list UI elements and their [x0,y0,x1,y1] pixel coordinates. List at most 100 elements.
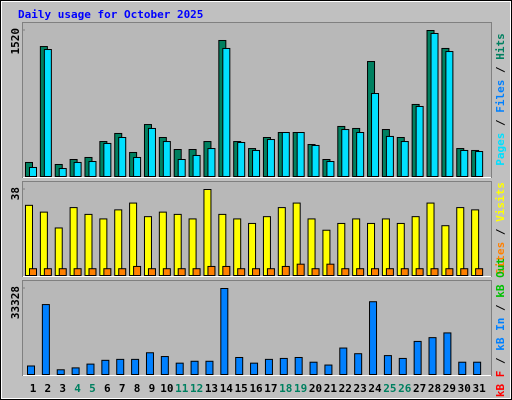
bar [29,268,37,277]
bar [205,360,214,376]
bar [192,268,201,277]
bar [114,209,123,276]
bar [471,209,480,276]
bar [207,148,216,178]
bar [43,49,52,178]
x-tick-label: 29 [443,382,456,395]
bar [103,142,112,178]
legend-entry: Sites [494,242,507,275]
x-tick-label: 13 [205,382,218,395]
bar [356,268,365,277]
x-tick-label: 15 [235,382,248,395]
bar [252,268,261,277]
legend: Sites / Visits [494,182,507,275]
bar [133,156,142,178]
bar [160,356,169,376]
x-tick-label: 4 [74,382,81,395]
bar [326,161,335,178]
legend-separator: / [494,351,507,371]
x-tick-label: 2 [45,382,52,395]
x-tick-label: 30 [458,382,471,395]
bar [162,141,171,177]
bar [41,304,50,375]
bar [458,361,467,376]
bar [88,161,97,178]
bar [339,347,348,375]
x-tick-label: 20 [309,382,322,395]
bar [341,268,350,277]
bar [281,132,290,177]
x-tick-label: 25 [383,382,396,395]
bar [281,265,290,276]
x-tick-label: 8 [134,382,141,395]
bar [192,154,201,178]
bar [396,222,405,277]
legend-separator: / [494,222,507,242]
bar [473,361,482,376]
bar [430,268,439,277]
x-tick-label: 1 [30,382,37,395]
bar [58,168,67,178]
bar [177,158,186,178]
bar [43,268,52,277]
bar [456,207,465,277]
bar [371,268,380,277]
chart-title: Daily usage for October 2025 [18,8,203,21]
x-tick-label: 11 [175,382,189,395]
x-tick-label: 24 [368,382,382,395]
bar [177,268,186,277]
x-tick-label: 14 [220,382,234,395]
bar [381,218,390,276]
x-tick-label: 6 [104,382,111,395]
bar [445,268,454,277]
x-tick-label: 7 [119,382,126,395]
bar [84,213,93,276]
bar [341,129,350,177]
bar [400,268,409,277]
bar [398,357,407,376]
bar [415,105,424,177]
bar [25,204,33,276]
bar [188,218,197,276]
bar [237,141,246,178]
legend-entry: Pages [494,133,507,166]
x-tick-label: 19 [294,382,307,395]
bar [296,263,305,276]
panel [22,181,492,277]
bar [428,337,437,375]
bar [27,365,35,376]
bar [88,268,97,277]
y-max-label: 38 [9,187,22,200]
x-tick-label: 16 [249,382,263,395]
bar [277,207,286,277]
bar [460,149,469,178]
bar [145,352,154,375]
legend-separator: / [494,113,507,133]
bar [71,367,80,376]
bar [352,218,361,276]
bar [73,161,82,178]
bar [266,268,275,277]
bar [475,151,484,178]
bar [118,268,127,277]
bar [443,332,452,375]
bar [235,356,244,376]
bar [233,218,242,276]
bar [118,137,127,177]
bar [441,225,450,276]
bar [99,218,108,276]
legend-entry: kB In [494,318,507,351]
x-tick-label: 21 [324,382,338,395]
x-tick-label: 5 [89,382,96,395]
bar [385,268,394,277]
bar [356,132,365,177]
legend-entry: kB F [494,371,507,398]
bar [147,127,156,177]
bar [337,222,346,277]
bar [262,216,271,277]
y-max-label: 1520 [9,28,22,55]
bar [385,135,394,178]
bar [311,268,320,277]
bar [475,268,484,277]
